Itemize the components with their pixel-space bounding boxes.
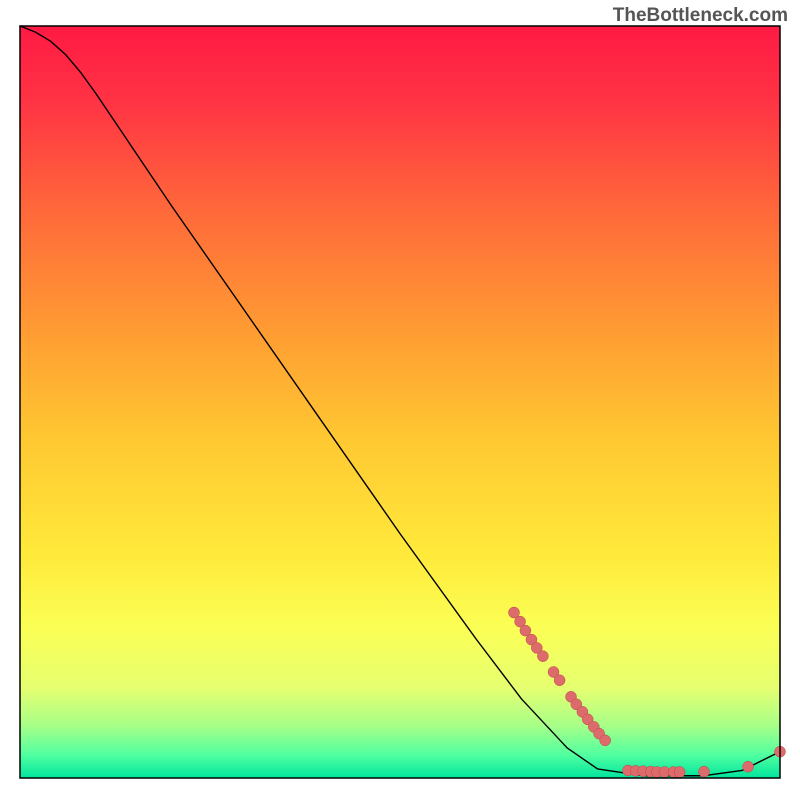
chart-container: TheBottleneck.com	[0, 0, 800, 800]
bottleneck-chart	[0, 0, 800, 800]
watermark-text: TheBottleneck.com	[613, 5, 788, 27]
